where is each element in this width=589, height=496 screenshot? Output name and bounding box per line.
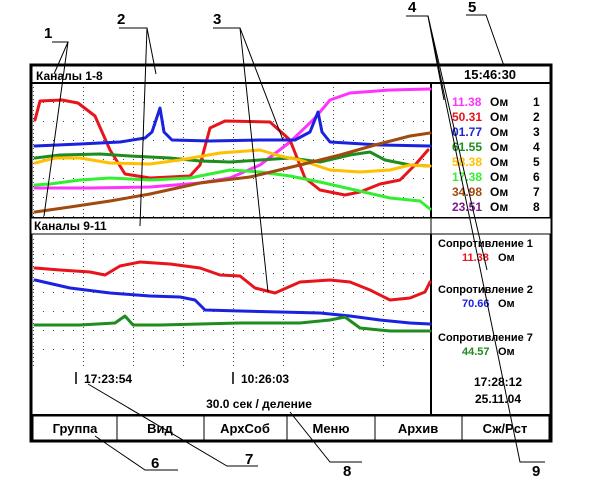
legend-unit-6: Ом — [490, 170, 508, 184]
leader-3 — [213, 27, 284, 293]
trace-resistance-1 — [33, 260, 432, 302]
callout-9: 9 — [532, 463, 540, 480]
legend-unit-5: Ом — [490, 155, 508, 169]
menu-button-event-archive-box[interactable] — [203, 415, 288, 441]
callout-3: 3 — [213, 11, 221, 28]
top-graph-area — [33, 84, 430, 217]
trace-ch3 — [33, 106, 432, 148]
leader-5 — [466, 14, 505, 67]
readout-value-1: 11.38 — [462, 252, 489, 264]
callout-4: 4 — [408, 0, 417, 16]
readout-label-1: Сопротивление 1 — [438, 238, 533, 250]
legend-num-1: 1 — [533, 95, 540, 109]
top-traces — [33, 87, 432, 214]
trace-ch7 — [33, 131, 432, 214]
callout-2: 2 — [117, 11, 125, 28]
time-mark-1: 17:23:54 — [84, 372, 132, 386]
readout-value-2: 70.66 — [462, 298, 490, 310]
menu-button-view-box[interactable] — [116, 415, 205, 441]
readout-label-2: Сопротивление 2 — [438, 284, 533, 296]
current-time: 17:28:12 — [474, 375, 522, 389]
readout-unit-3: Ом — [498, 346, 515, 358]
menu-button-compress[interactable]: Сж/Рст — [483, 421, 528, 436]
current-date: 25.11.04 — [475, 392, 521, 406]
leader-6 — [94, 435, 178, 471]
legend-num-2: 2 — [533, 110, 540, 124]
menu-button-archive[interactable]: Архив — [398, 421, 438, 436]
bottom-readouts: Сопротивление 1 11.38 Ом Сопротивление 2… — [438, 238, 533, 358]
leader-8 — [289, 411, 362, 463]
leader-7 — [87, 383, 258, 467]
callout-numbers: 1 2 3 4 5 6 7 8 9 — [44, 0, 540, 480]
bottom-panel-title: Каналы 9-11 — [34, 219, 107, 233]
callout-5: 5 — [468, 0, 476, 16]
readout-unit-2: Ом — [498, 298, 515, 310]
menu-button-menu[interactable]: Меню — [312, 421, 349, 436]
legend-num-3: 3 — [533, 125, 540, 139]
legend-num-4: 4 — [533, 140, 540, 154]
bottom-title-right — [430, 217, 552, 235]
callout-leaders — [43, 14, 545, 471]
time-scale: 30.0 сек / деление — [206, 397, 312, 411]
menu-button-view[interactable]: Вид — [147, 421, 173, 436]
legend-unit-8: Ом — [490, 200, 508, 214]
menu-button-group[interactable]: Группа — [53, 421, 99, 436]
top-legend: 11.38 Ом 1 50.31 Ом 2 01.77 Ом 3 61.55 О… — [452, 95, 540, 214]
legend-value-1: 11.38 — [452, 95, 482, 109]
top-panel-title: Каналы 1-8 — [36, 69, 103, 83]
legend-value-2: 50.31 — [452, 110, 482, 124]
callout-8: 8 — [343, 463, 351, 480]
legend-value-5: 58.38 — [452, 155, 482, 169]
menu-button-archive-box[interactable] — [374, 415, 463, 441]
legend-num-8: 8 — [533, 200, 540, 214]
leader-1 — [43, 41, 69, 217]
trace-resistance-7 — [33, 314, 432, 333]
menu-button-group-box[interactable] — [32, 415, 118, 441]
leader-2 — [119, 27, 157, 227]
callout-6: 6 — [151, 455, 159, 472]
legend-unit-4: Ом — [490, 140, 508, 154]
legend-value-7: 34.98 — [452, 185, 482, 199]
bottom-traces — [33, 260, 432, 333]
leader-9 — [427, 15, 545, 463]
trace-ch5 — [33, 148, 432, 174]
trace-ch6 — [33, 168, 432, 211]
legend-num-6: 6 — [533, 170, 540, 184]
legend-value-3: 01.77 — [452, 125, 482, 139]
legend-value-4: 61.55 — [452, 140, 482, 154]
trace-resistance-2 — [33, 278, 432, 326]
trace-ch2 — [33, 98, 430, 197]
menu-button-event-archive[interactable]: АрхСоб — [220, 421, 270, 436]
legend-num-5: 5 — [533, 155, 540, 169]
readout-value-3: 44.57 — [462, 346, 490, 358]
legend-value-6: 17.38 — [452, 170, 482, 184]
leader-4 — [406, 15, 488, 271]
callout-7: 7 — [245, 451, 253, 468]
readout-label-3: Сопротивление 7 — [438, 332, 533, 344]
legend-unit-7: Ом — [490, 185, 508, 199]
legend-num-7: 7 — [533, 185, 540, 199]
time-mark-2: 10:26:03 — [241, 372, 289, 386]
legend-unit-3: Ом — [490, 125, 508, 139]
top-clock: 15:46:30 — [464, 67, 516, 82]
menu-button-compress-box[interactable] — [461, 415, 550, 441]
menu-button-menu-box[interactable] — [286, 415, 376, 441]
callout-1: 1 — [44, 25, 52, 42]
legend-unit-1: Ом — [490, 95, 508, 109]
legend-unit-2: Ом — [490, 110, 508, 124]
readout-unit-1: Ом — [498, 252, 515, 264]
bottom-graph-area — [33, 236, 430, 366]
trace-ch4 — [33, 150, 432, 168]
menu-bar: Группа Вид АрхСоб Меню Архив Сж/Рст — [32, 415, 550, 441]
